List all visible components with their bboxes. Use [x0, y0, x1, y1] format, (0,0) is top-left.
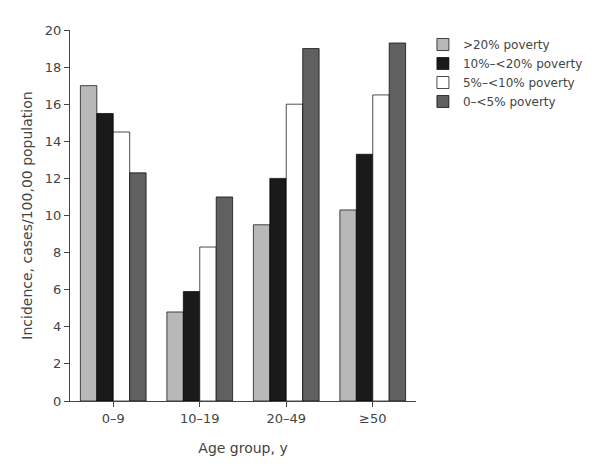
svg-text:5%–<10% poverty: 5%–<10% poverty: [463, 76, 575, 90]
svg-text:10%–<20% poverty: 10%–<20% poverty: [463, 57, 582, 71]
svg-text:≥50: ≥50: [359, 411, 386, 426]
svg-text:12: 12: [45, 171, 62, 186]
svg-text:0–<5% poverty: 0–<5% poverty: [463, 95, 556, 109]
svg-text:0–9: 0–9: [102, 411, 125, 426]
svg-text:8: 8: [53, 245, 61, 260]
svg-text:2: 2: [53, 356, 61, 371]
svg-text:>20% poverty: >20% poverty: [463, 38, 550, 52]
svg-text:0: 0: [53, 394, 61, 409]
svg-text:6: 6: [53, 282, 61, 297]
svg-text:10: 10: [45, 208, 62, 223]
svg-text:4: 4: [53, 319, 61, 334]
svg-text:14: 14: [45, 134, 62, 149]
svg-text:Incidence, cases/100,00 popula: Incidence, cases/100,00 population: [19, 91, 35, 339]
svg-text:20: 20: [45, 23, 62, 38]
svg-text:16: 16: [45, 97, 62, 112]
svg-text:18: 18: [45, 60, 62, 75]
svg-text:10–19: 10–19: [180, 411, 220, 426]
svg-text:Age group, y: Age group, y: [198, 440, 287, 456]
svg-text:20–49: 20–49: [266, 411, 306, 426]
